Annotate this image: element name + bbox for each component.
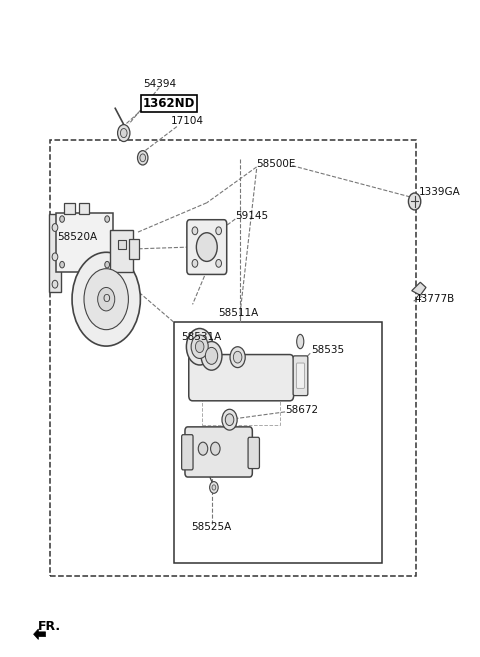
Circle shape xyxy=(216,227,221,235)
Circle shape xyxy=(52,253,58,261)
Bar xyxy=(118,240,126,249)
Bar xyxy=(64,203,75,214)
Circle shape xyxy=(212,485,216,490)
Circle shape xyxy=(198,442,208,455)
Bar xyxy=(174,322,383,563)
Circle shape xyxy=(196,233,217,261)
FancyBboxPatch shape xyxy=(110,230,133,272)
Circle shape xyxy=(191,335,208,359)
Bar xyxy=(50,139,416,576)
Circle shape xyxy=(233,351,242,363)
Circle shape xyxy=(52,223,58,231)
Ellipse shape xyxy=(297,334,304,349)
Polygon shape xyxy=(34,629,46,639)
Circle shape xyxy=(105,261,109,268)
Circle shape xyxy=(192,227,198,235)
Circle shape xyxy=(140,154,145,162)
FancyBboxPatch shape xyxy=(129,238,139,260)
Circle shape xyxy=(205,348,218,365)
FancyBboxPatch shape xyxy=(49,214,60,292)
Circle shape xyxy=(72,252,140,346)
FancyBboxPatch shape xyxy=(189,355,294,401)
Circle shape xyxy=(60,261,64,268)
FancyBboxPatch shape xyxy=(56,213,113,272)
Text: 54394: 54394 xyxy=(143,79,176,89)
Circle shape xyxy=(186,328,213,365)
Text: 58511A: 58511A xyxy=(219,308,259,318)
Circle shape xyxy=(105,215,109,222)
FancyBboxPatch shape xyxy=(187,219,227,275)
Text: 58672: 58672 xyxy=(285,405,318,415)
Text: 58525A: 58525A xyxy=(192,522,232,532)
FancyBboxPatch shape xyxy=(297,363,304,388)
Text: 58520A: 58520A xyxy=(57,233,97,242)
Circle shape xyxy=(222,409,237,430)
Polygon shape xyxy=(412,283,426,295)
FancyBboxPatch shape xyxy=(181,435,193,470)
Bar xyxy=(202,399,280,425)
Circle shape xyxy=(230,347,245,367)
FancyBboxPatch shape xyxy=(185,427,252,477)
Circle shape xyxy=(52,281,58,288)
Text: O: O xyxy=(102,294,110,304)
Circle shape xyxy=(97,288,115,311)
Text: 43777B: 43777B xyxy=(415,294,455,304)
Circle shape xyxy=(137,150,148,165)
Circle shape xyxy=(216,260,221,267)
Circle shape xyxy=(195,341,204,353)
Text: FR.: FR. xyxy=(38,620,61,633)
Circle shape xyxy=(408,193,421,210)
Circle shape xyxy=(211,442,220,455)
Text: 1339GA: 1339GA xyxy=(419,187,461,196)
Text: 58500E: 58500E xyxy=(257,159,296,169)
Circle shape xyxy=(60,215,64,222)
FancyBboxPatch shape xyxy=(248,438,260,468)
Circle shape xyxy=(201,342,222,370)
Text: 1362ND: 1362ND xyxy=(143,97,195,110)
Circle shape xyxy=(225,414,234,426)
Text: 58531A: 58531A xyxy=(180,332,221,342)
Text: 59145: 59145 xyxy=(235,212,268,221)
Text: 58535: 58535 xyxy=(311,345,344,355)
Text: 17104: 17104 xyxy=(171,116,204,126)
Circle shape xyxy=(84,269,129,330)
Bar xyxy=(79,203,89,214)
Circle shape xyxy=(210,482,218,493)
Circle shape xyxy=(118,125,130,141)
FancyBboxPatch shape xyxy=(293,356,308,396)
Circle shape xyxy=(120,129,127,137)
Circle shape xyxy=(192,260,198,267)
